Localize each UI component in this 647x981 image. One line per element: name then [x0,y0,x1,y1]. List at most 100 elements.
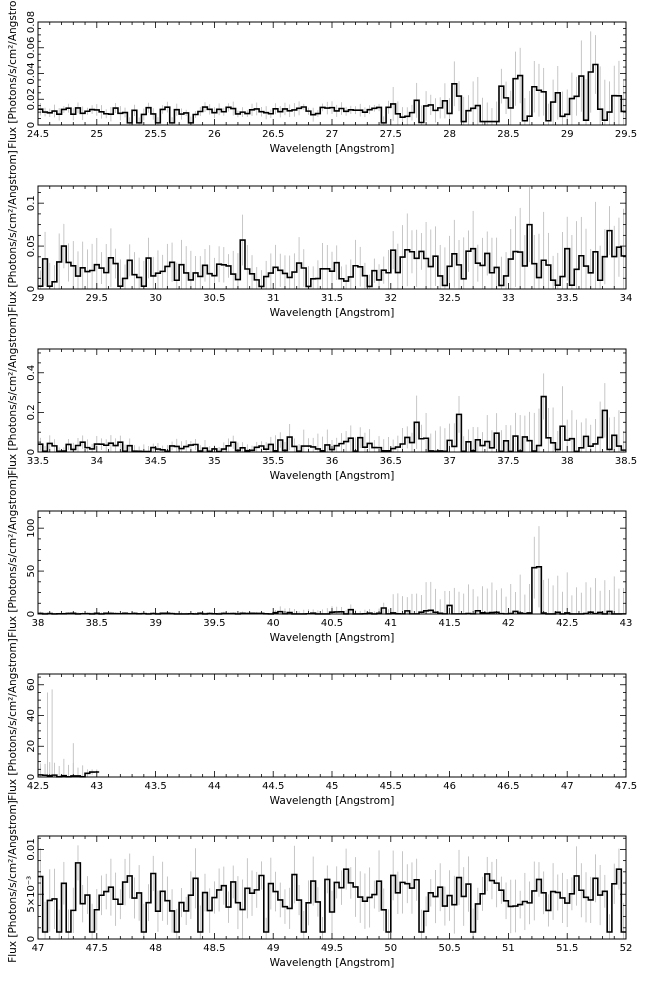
chart-panel-6: 47 47.5 48 48.5 49 49.5 50 50.5 51 51.5 52 0 5×10⁻³ 0… [7,800,632,969]
y-tick-label: 40 [26,709,37,722]
x-tick-label: 51.5 [556,943,578,954]
x-tick-label: 41.5 [438,618,460,629]
y-tick-label: 0.1 [26,195,37,211]
y-axis-title: Flux [Photons/s/cm²/Angstrom] [7,475,19,638]
x-tick-label: 29.5 [86,293,108,304]
chart-panel-4: 38 38.5 39 39.5 40 40.5 41 41.5 42 42.5 43 0 50 100 Wa… [7,475,632,644]
x-tick-label: 51 [502,943,515,954]
y-tick-label: 0 [26,449,37,455]
x-tick-label: 28.5 [497,129,519,140]
x-tick-label: 32 [384,293,397,304]
x-tick-label: 47 [561,781,574,792]
x-tick-label: 30.5 [203,293,225,304]
x-axis-title: Wavelength [Angstrom] [270,143,395,155]
x-axis-title: Wavelength [Angstrom] [270,957,395,969]
x-tick-label: 49.5 [321,943,343,954]
x-tick-label: 31.5 [321,293,343,304]
y-tick-label: 60 [26,678,37,691]
x-axis-title: Wavelength [Angstrom] [270,307,395,319]
x-tick-label: 33.5 [556,293,578,304]
x-tick-label: 46 [443,781,456,792]
x-tick-label: 38.5 [86,618,108,629]
y-tick-label: 0 [26,122,37,128]
error-bars [39,31,625,125]
x-tick-label: 46.5 [497,781,519,792]
chart-panel-1: 24.5 25 25.5 26 26.5 27 27.5 28 28.5 29 29.5 0 0.02 0… [7,0,637,155]
x-axis-title: Wavelength [Angstrom] [270,632,395,644]
ticks [37,349,627,453]
ticks [37,186,627,290]
x-tick-label: 43 [90,781,103,792]
ticks [37,511,627,615]
x-tick-label: 28 [443,129,456,140]
ticks [37,21,627,126]
x-tick-label: 43 [620,618,633,629]
x-tick-label: 37.5 [497,456,519,467]
x-tick-label: 35.5 [262,456,284,467]
x-tick-label: 31 [267,293,280,304]
x-tick-label: 52 [620,943,633,954]
x-tick-label: 35 [208,456,221,467]
x-tick-label: 37 [443,456,456,467]
chart-panel-3: 33.5 34 34.5 35 35.5 36 36.5 37 37.5 38 38.5 0 0.2 0.… [7,313,637,482]
y-tick-label: 0.4 [26,365,37,381]
y-tick-label: 0.08 [26,11,37,33]
x-tick-label: 40.5 [321,618,343,629]
x-tick-label: 33 [502,293,515,304]
y-tick-label: 0.2 [26,404,37,420]
y-tick-label: 0 [26,936,37,942]
x-tick-label: 50.5 [438,943,460,954]
y-tick-label: 5×10⁻³ [26,876,37,913]
spectrum-series [38,223,626,288]
plot-frame [37,510,627,615]
x-tick-label: 38 [561,456,574,467]
x-tick-label: 30 [149,293,162,304]
y-tick-label: 0.05 [26,235,37,257]
x-tick-label: 25 [90,129,103,140]
spectrum-series [38,862,626,933]
y-tick-label: 0.01 [26,838,37,860]
x-tick-label: 34 [620,293,633,304]
x-tick-label: 38.5 [615,456,637,467]
x-tick-label: 27.5 [380,129,402,140]
x-tick-label: 25.5 [144,129,166,140]
y-tick-label: 0.02 [26,88,37,110]
chart-panel-5: 42.5 43 43.5 44 44.5 45 45.5 46 46.5 47 47.5 0 20 40 6… [7,638,637,807]
x-tick-label: 29.5 [615,129,637,140]
y-axis-title: Flux [Photons/s/cm²/Angstrom] [7,150,19,313]
x-tick-label: 49 [267,943,280,954]
x-axis-title: Wavelength [Angstrom] [270,795,395,807]
x-tick-label: 36 [326,456,339,467]
x-tick-label: 29 [561,129,574,140]
plot-frame [37,673,627,778]
x-tick-label: 42.5 [556,618,578,629]
x-tick-label: 44.5 [262,781,284,792]
x-tick-label: 47.5 [615,781,637,792]
error-bars [39,187,625,289]
x-tick-label: 47.5 [86,943,108,954]
x-tick-label: 24.5 [27,129,49,140]
x-tick-label: 43.5 [144,781,166,792]
x-tick-label: 26.5 [262,129,284,140]
x-tick-label: 41 [384,618,397,629]
error-bars [39,526,625,614]
x-tick-label: 33.5 [27,456,49,467]
ticks [37,674,627,778]
chart-panel-2: 29 29.5 30 30.5 31 31.5 32 32.5 33 33.5 34 0 0.05 0.1… [7,150,632,319]
y-tick-label: 100 [26,519,37,538]
x-tick-label: 36.5 [380,456,402,467]
x-tick-label: 38 [32,618,45,629]
x-tick-label: 34 [90,456,103,467]
x-tick-label: 50 [384,943,397,954]
y-axis-title: Flux [Photons/s/cm²/Angstrom] [7,800,19,963]
spectrum-series [38,63,626,124]
x-tick-label: 44 [208,781,221,792]
y-tick-label: 50 [26,565,37,578]
x-tick-label: 45.5 [380,781,402,792]
x-tick-label: 48.5 [203,943,225,954]
error-bars [39,689,98,777]
y-axis-title: Flux [Photons/s/cm²/Angstrom] [7,0,19,149]
x-tick-label: 40 [267,618,280,629]
error-bars [39,845,625,939]
x-axis-title: Wavelength [Angstrom] [270,470,395,482]
